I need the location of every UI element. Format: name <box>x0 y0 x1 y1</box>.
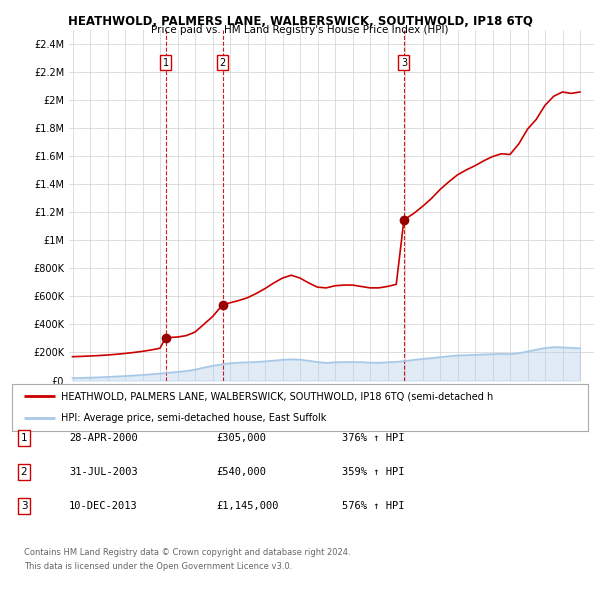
Text: HEATHWOLD, PALMERS LANE, WALBERSWICK, SOUTHWOLD, IP18 6TQ (semi-detached h: HEATHWOLD, PALMERS LANE, WALBERSWICK, SO… <box>61 391 493 401</box>
Text: Contains HM Land Registry data © Crown copyright and database right 2024.: Contains HM Land Registry data © Crown c… <box>24 548 350 556</box>
Text: HPI: Average price, semi-detached house, East Suffolk: HPI: Average price, semi-detached house,… <box>61 413 326 423</box>
Text: 2: 2 <box>220 58 226 68</box>
Text: £540,000: £540,000 <box>216 467 266 477</box>
Text: 3: 3 <box>401 58 407 68</box>
Text: This data is licensed under the Open Government Licence v3.0.: This data is licensed under the Open Gov… <box>24 562 292 571</box>
Text: 376% ↑ HPI: 376% ↑ HPI <box>342 433 404 442</box>
Text: 359% ↑ HPI: 359% ↑ HPI <box>342 467 404 477</box>
Text: 28-APR-2000: 28-APR-2000 <box>69 433 138 442</box>
Text: 10-DEC-2013: 10-DEC-2013 <box>69 502 138 511</box>
Text: £305,000: £305,000 <box>216 433 266 442</box>
Text: HEATHWOLD, PALMERS LANE, WALBERSWICK, SOUTHWOLD, IP18 6TQ: HEATHWOLD, PALMERS LANE, WALBERSWICK, SO… <box>68 15 532 28</box>
Text: 576% ↑ HPI: 576% ↑ HPI <box>342 502 404 511</box>
Text: 3: 3 <box>20 502 28 511</box>
Text: 1: 1 <box>20 433 28 442</box>
Text: 31-JUL-2003: 31-JUL-2003 <box>69 467 138 477</box>
Text: 1: 1 <box>163 58 169 68</box>
Text: £1,145,000: £1,145,000 <box>216 502 278 511</box>
Text: 2: 2 <box>20 467 28 477</box>
Text: Price paid vs. HM Land Registry's House Price Index (HPI): Price paid vs. HM Land Registry's House … <box>151 25 449 35</box>
